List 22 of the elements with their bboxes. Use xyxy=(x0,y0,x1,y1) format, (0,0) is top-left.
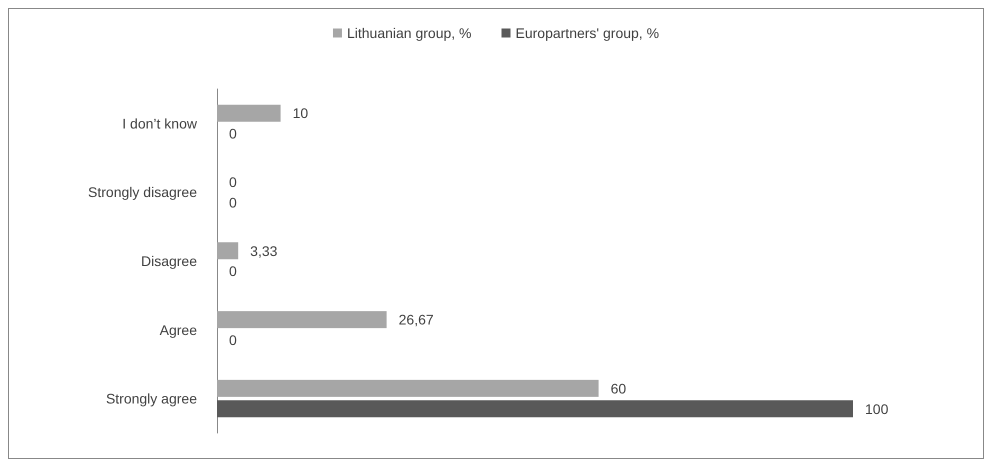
data-label: 0 xyxy=(229,194,237,210)
data-label: 0 xyxy=(229,174,237,190)
data-label: 26,67 xyxy=(398,312,434,328)
bar xyxy=(217,242,238,260)
y-tick-label: Agree xyxy=(160,322,198,338)
data-label: 3,33 xyxy=(250,242,278,259)
y-tick-label: I don’t know xyxy=(122,115,198,132)
bar xyxy=(217,311,387,328)
data-label: 60 xyxy=(610,380,626,396)
bar xyxy=(217,104,281,122)
legend-label: Europartners' group, % xyxy=(516,25,660,41)
bar xyxy=(217,380,599,397)
data-label: 0 xyxy=(229,332,237,348)
legend-label: Lithuanian group, % xyxy=(346,25,472,41)
data-label: 0 xyxy=(229,126,237,142)
bar xyxy=(217,400,853,418)
y-tick-label: Strongly agree xyxy=(106,390,198,407)
data-label: 0 xyxy=(229,263,237,280)
data-label: 100 xyxy=(865,400,889,417)
y-tick-label: Disagree xyxy=(140,253,198,269)
data-label: 10 xyxy=(292,105,308,122)
y-tick-label: Strongly disagree xyxy=(88,184,198,200)
